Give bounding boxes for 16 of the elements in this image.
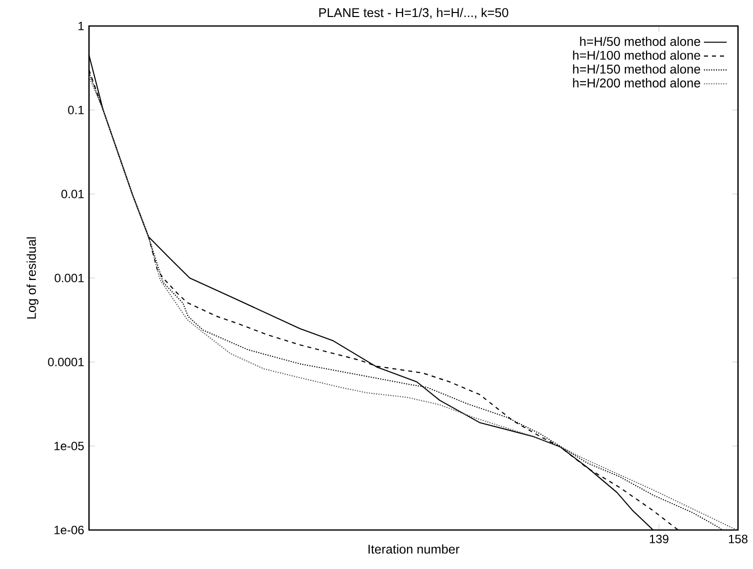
chart-title: PLANE test - H=1/3, h=H/..., k=50: [319, 8, 508, 19]
x-tick-label: 158: [728, 534, 748, 544]
y-tick-label: 0.001: [54, 274, 84, 282]
x-axis-title: Iteration number: [368, 544, 460, 554]
y-axis-title: Log of residual: [26, 237, 38, 319]
y-tick-label: 0.0001: [48, 358, 84, 366]
legend-label: h=H/150 method alone: [573, 64, 700, 74]
y-tick-label: 0.01: [61, 190, 84, 198]
legend-label: h=H/100 method alone: [573, 50, 700, 60]
y-tick-label: 1e-05: [54, 442, 84, 450]
legend-label: h=H/50 method alone: [580, 36, 700, 46]
y-tick-label: 1e-06: [54, 526, 84, 534]
legend-label: h=H/200 method alone: [573, 78, 700, 88]
y-tick-label: 1: [78, 22, 84, 30]
y-tick-label: 0.1: [68, 106, 84, 114]
x-tick-label: 139: [650, 534, 668, 544]
